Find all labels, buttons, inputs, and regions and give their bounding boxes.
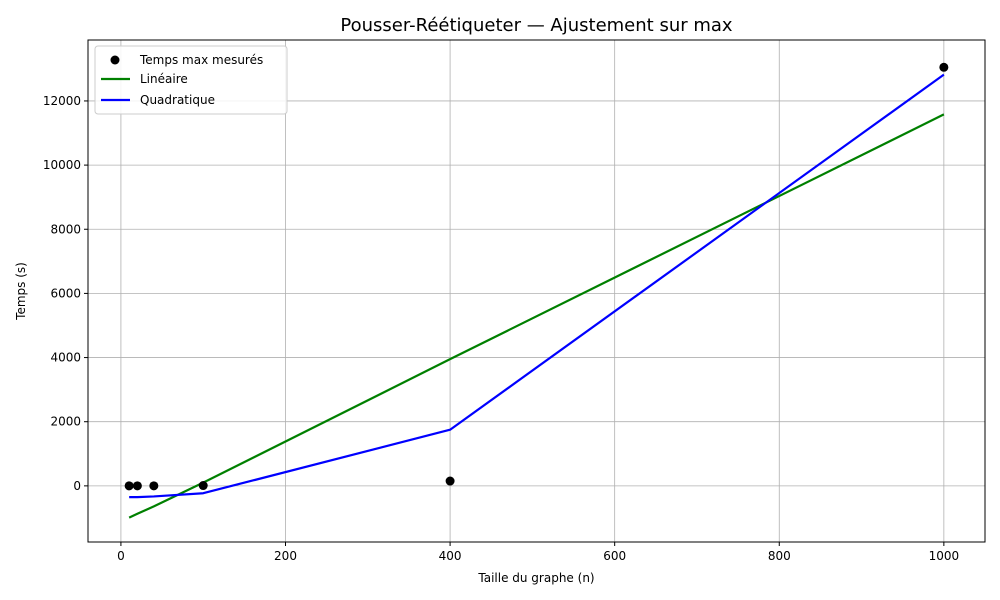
x-tick-label: 200 (274, 549, 297, 563)
legend-scatter-marker (110, 55, 120, 65)
y-tick-label: 6000 (50, 286, 81, 300)
legend-scatter-label: Temps max mesurés (139, 53, 263, 67)
series-line-quadratic (129, 73, 945, 499)
scatter-point (132, 481, 142, 491)
x-tick-label: 800 (768, 549, 791, 563)
scatter-point (149, 481, 159, 491)
x-tick-label: 1000 (929, 549, 960, 563)
y-tick-label: 0 (73, 479, 81, 493)
series-line-linear (128, 113, 945, 519)
y-tick-label: 12000 (43, 94, 81, 108)
legend-box (94, 45, 288, 115)
legend-linear-label: Linéaire (140, 72, 188, 86)
x-tick-label: 400 (439, 549, 462, 563)
legend-quadratic-label: Quadratique (140, 93, 215, 107)
scatter-points (124, 62, 949, 491)
scatter-point (445, 476, 455, 486)
chart-title: Pousser-Réétiqueter — Ajustement sur max (340, 15, 732, 36)
y-tick-label: 10000 (43, 158, 81, 172)
scatter-point (124, 481, 134, 491)
plot-frame (87, 39, 986, 543)
axis-ticks: 0 200 400 600 800 100002000400060008000100001… (43, 94, 959, 563)
y-axis-label: Temps (s) (14, 262, 28, 321)
x-axis-label: Taille du graphe (n) (477, 571, 594, 585)
x-tick-label: 600 (603, 549, 626, 563)
grid (88, 40, 985, 542)
y-tick-label: 2000 (50, 415, 81, 429)
series-lines (128, 73, 945, 519)
scatter-point (939, 62, 949, 72)
legend: Temps max mesurés Linéaire Quadratique (94, 45, 288, 115)
scatter-point (198, 481, 208, 491)
y-tick-label: 8000 (50, 222, 81, 236)
x-tick-label: 0 (117, 549, 125, 563)
y-tick-label: 4000 (50, 351, 81, 365)
